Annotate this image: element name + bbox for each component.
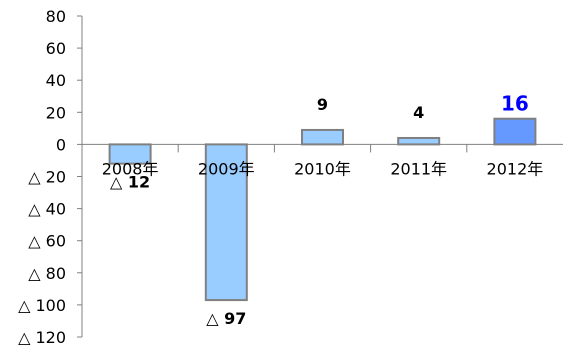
category-label: 2008年 <box>102 159 159 178</box>
bar <box>397 136 441 146</box>
category-label: 2011年 <box>390 159 447 178</box>
data-label: 9 <box>317 95 328 114</box>
y-tick-label: 40 <box>46 71 66 90</box>
y-tick-label: △ 20 <box>28 168 66 187</box>
category-label: 2009年 <box>198 159 255 178</box>
data-label: 16 <box>501 92 529 116</box>
y-tick-label: △ 100 <box>18 296 66 315</box>
bar <box>301 128 344 146</box>
data-label: 4 <box>413 103 424 122</box>
chart-bars <box>108 117 537 302</box>
bar <box>204 143 248 302</box>
y-tick-label: △ 80 <box>28 264 66 283</box>
data-label: △ 97 <box>206 309 246 328</box>
data-label: △ 12 <box>110 173 150 192</box>
y-tick-label: 60 <box>46 39 66 58</box>
bar <box>108 143 152 165</box>
y-tick-label: 80 <box>46 7 66 26</box>
category-label: 2012年 <box>487 159 544 178</box>
category-label: 2010年 <box>294 159 351 178</box>
y-tick-label: △ 120 <box>18 328 66 347</box>
chart-labels: 2008年 2009年 2010年 2011年 2012年 △ 12 △ 97 9 4 16 <box>102 92 544 328</box>
y-tick-label: △ 60 <box>28 232 66 251</box>
y-tick-label: 20 <box>46 103 66 122</box>
bar <box>493 117 537 146</box>
y-tick-label: △ 40 <box>28 200 66 219</box>
chart-axes: 80 60 40 20 0 △ 20 △ 40 △ 60 △ 80 △ 100 △ 120 <box>18 7 563 347</box>
y-tick-label: 0 <box>56 135 66 154</box>
